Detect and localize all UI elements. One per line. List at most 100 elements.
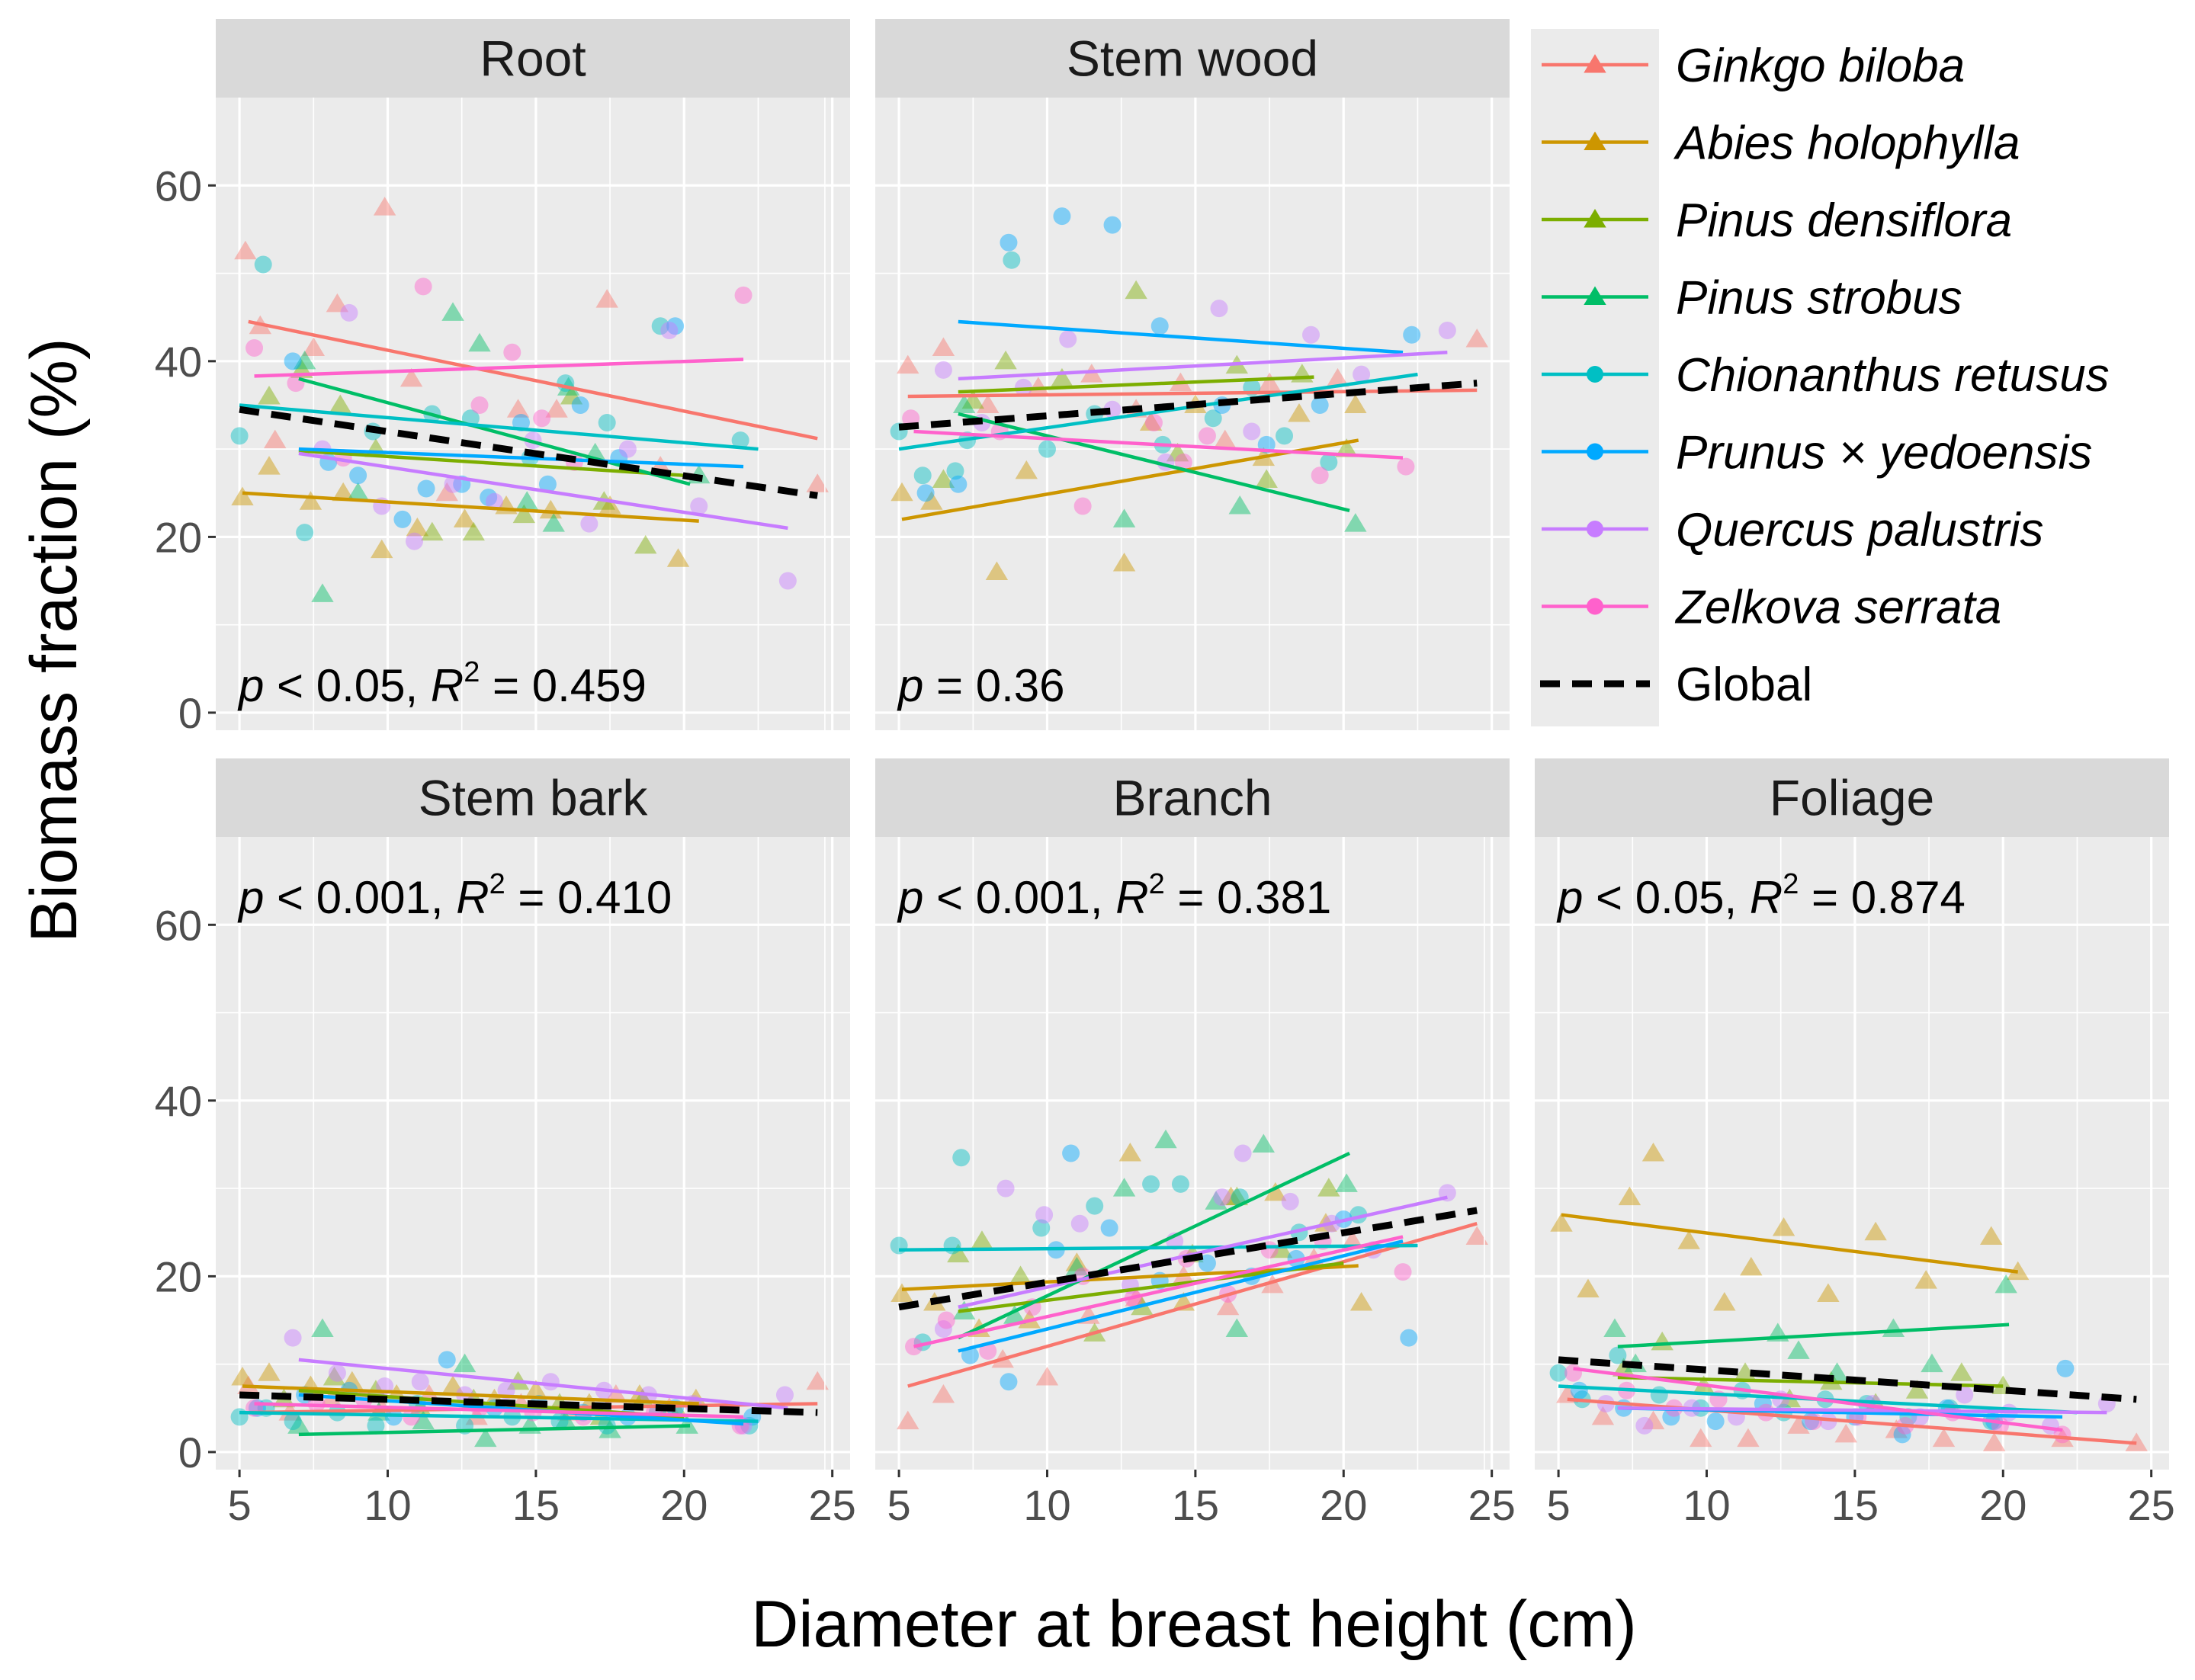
fit-line-pinus-densiflora	[1617, 1375, 2004, 1388]
y-tick-label: 40	[155, 1077, 202, 1125]
point-chionanthus-retusus	[598, 414, 616, 432]
point-prunus-yedoensis	[1400, 1329, 1418, 1347]
fit-line-zelkova-serrata	[1573, 1367, 2063, 1432]
point-abies-holophylla	[1349, 1291, 1373, 1311]
point-chionanthus-retusus	[1650, 1386, 1668, 1404]
point-abies-holophylla	[666, 548, 690, 567]
p-value: = 0.36	[923, 660, 1064, 711]
point-abies-holophylla	[1577, 1278, 1600, 1298]
point-chionanthus-retusus	[1204, 409, 1222, 428]
r2-value: = 0.410	[505, 872, 672, 923]
point-abies-holophylla	[1065, 1252, 1089, 1271]
x-tick-label: 10	[364, 1481, 411, 1529]
fit-lines-foliage	[1558, 1213, 2137, 1445]
strip-title-foliage: Foliage	[1770, 770, 1934, 826]
point-zelkova-serrata	[1564, 1364, 1583, 1382]
stats-annotation-foliage: p < 0.05, R2 = 0.874	[1556, 868, 1966, 923]
point-ginkgo-biloba	[1035, 1366, 1059, 1386]
point-pinus-densiflora	[1166, 442, 1189, 462]
point-prunus-yedoensis	[1662, 1408, 1680, 1426]
point-pinus-strobus	[1003, 1305, 1026, 1324]
strip-foliage	[1535, 758, 2169, 837]
legend-key-triangle	[1584, 131, 1606, 150]
r2-symbol: R	[418, 660, 464, 711]
panel-foliage: Foliage 5 10 15 20 25 p < 0.05, R2 = 0.874	[1484, 758, 2175, 1529]
x-tick-label: 5	[228, 1481, 252, 1529]
legend-key-circle	[1587, 443, 1603, 460]
point-pinus-strobus	[1065, 1256, 1089, 1276]
fit-line-pinus-strobus	[1617, 1323, 2010, 1348]
legend-label-zelkova-serrata: Zelkova serrata	[1674, 582, 2001, 634]
point-zelkova-serrata	[503, 343, 521, 361]
point-zelkova-serrata	[1397, 457, 1415, 476]
point-ginkgo-biloba	[326, 293, 349, 313]
strip-stem-bark	[216, 758, 850, 837]
global-fit-line	[1558, 1356, 2137, 1403]
y-tick-label: 20	[155, 513, 202, 561]
point-chionanthus-retusus	[230, 427, 249, 445]
point-abies-holophylla	[258, 456, 281, 475]
point-abies-holophylla	[231, 486, 254, 506]
y-tick-label: 60	[155, 901, 202, 949]
r2-superscript: 2	[1783, 868, 1799, 900]
p-symbol: p	[237, 660, 264, 711]
point-zelkova-serrata	[414, 277, 432, 296]
point-pinus-strobus	[1335, 1173, 1358, 1192]
point-pinus-strobus	[1154, 1129, 1177, 1149]
point-pinus-strobus	[1994, 1274, 2017, 1294]
panel-background-stem-wood	[875, 98, 1510, 730]
p-value: < 0.001,	[264, 872, 443, 923]
point-pinus-densiflora	[634, 534, 657, 554]
strip-title-root: Root	[480, 30, 586, 87]
point-quercus-palustris	[1353, 365, 1371, 383]
x-tick-label: 20	[1979, 1481, 2027, 1529]
point-chionanthus-retusus	[651, 317, 669, 335]
point-abies-holophylla	[1980, 1226, 2003, 1246]
point-quercus-palustris	[580, 515, 598, 533]
point-chionanthus-retusus	[254, 255, 272, 274]
point-abies-holophylla	[1864, 1221, 1887, 1241]
legend: Ginkgo biloba Abies holophylla Pinus densi…	[1531, 29, 2110, 726]
point-chionanthus-retusus	[598, 1416, 616, 1435]
point-pinus-strobus	[1225, 1318, 1249, 1338]
point-abies-holophylla	[1288, 403, 1311, 422]
point-prunus-yedoensis	[1706, 1412, 1725, 1431]
x-axis-title: Diameter at breast height (cm)	[751, 1588, 1636, 1661]
point-prunus-yedoensis	[384, 1408, 403, 1426]
point-pinus-densiflora	[329, 394, 351, 413]
point-chionanthus-retusus	[296, 524, 314, 542]
point-chionanthus-retusus	[1276, 427, 1294, 445]
point-zelkova-serrata	[1311, 466, 1329, 485]
point-pinus-densiflora	[1255, 469, 1278, 488]
point-ginkgo-biloba	[1465, 1226, 1488, 1246]
point-chionanthus-retusus	[946, 462, 964, 480]
point-ginkgo-biloba	[1982, 1432, 2006, 1451]
r2-value: = 0.459	[480, 660, 647, 711]
fit-line-abies-holophylla	[242, 1384, 699, 1406]
p-symbol: p	[897, 872, 923, 923]
point-pinus-densiflora	[994, 350, 1017, 370]
legend-label-pinus-densiflora: Pinus densiflora	[1676, 194, 2012, 247]
point-abies-holophylla	[598, 495, 621, 515]
legend-label-quercus-palustris: Quercus palustris	[1676, 504, 2043, 556]
point-ginkgo-biloba	[545, 399, 568, 418]
point-prunus-yedoensis	[2056, 1359, 2075, 1377]
point-pinus-densiflora	[1905, 1380, 1929, 1399]
legend-item-pinus-densiflora: Pinus densiflora	[1542, 194, 2012, 247]
point-pinus-densiflora	[932, 469, 955, 488]
point-chionanthus-retusus	[1142, 1175, 1160, 1193]
point-prunus-yedoensis	[1893, 1425, 1911, 1444]
point-ginkgo-biloba	[1787, 1415, 1810, 1434]
point-prunus-yedoensis	[1311, 396, 1329, 414]
fit-line-prunus-yedoensis	[298, 447, 744, 469]
fit-line-abies-holophylla	[1561, 1213, 2018, 1274]
point-pinus-densiflora	[947, 1243, 970, 1263]
point-zelkova-serrata	[734, 286, 753, 304]
point-pinus-strobus	[952, 394, 976, 413]
panel-background-branch	[875, 837, 1510, 1470]
r2-symbol: R	[444, 872, 489, 923]
point-pinus-strobus	[1112, 508, 1136, 527]
point-zelkova-serrata	[287, 374, 305, 393]
point-quercus-palustris	[405, 532, 423, 550]
point-abies-holophylla	[1550, 1213, 1573, 1232]
